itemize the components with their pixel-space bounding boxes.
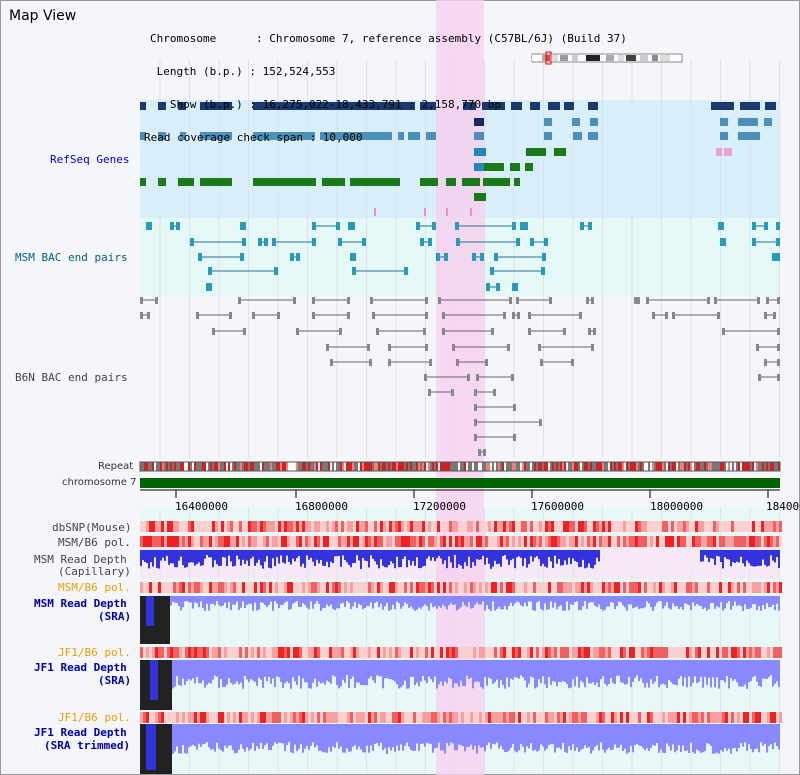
track-label-sra-trimmed: (SRA trimmed): [44, 739, 131, 752]
track-label-msm-depth-cap: MSM Read Depth: [34, 553, 127, 566]
track-label-repeat: Repeat: [98, 461, 134, 472]
axis-tick-label: 18400000: [766, 500, 800, 513]
chromosome-bar: [140, 478, 780, 488]
track-label-jf1-b6-pol-2: JF1/B6 pol.: [58, 711, 131, 724]
axis-tick-label: 17600000: [531, 500, 584, 513]
track-label-msm-depth-sra: MSM Read Depth: [34, 597, 127, 610]
axis-tick-label: 16400000: [175, 500, 228, 513]
track-label-sra: (SRA): [98, 610, 132, 623]
track-label-jf1-depth: JF1 Read Depth: [34, 661, 127, 674]
show-line: Show (b.p.) : 16,275,022-18,433,791 : 2,…: [150, 98, 501, 111]
track-label-sra-2: (SRA): [98, 674, 132, 687]
track-label-msm-b6-pol: MSM/B6 pol.: [58, 536, 131, 549]
track-label-refseq[interactable]: RefSeq Genes: [50, 153, 130, 166]
track-label-msm-bac[interactable]: MSM BAC end pairs: [15, 251, 128, 264]
track-label-dbsnp: dbSNP(Mouse): [52, 521, 132, 534]
chromosome-line: Chromosome : Chromosome 7, reference ass…: [150, 32, 627, 45]
track-label-chromosome: chromosome 7: [62, 477, 137, 488]
axis-tick-label: 18000000: [650, 500, 703, 513]
track-label-jf1-depth-2: JF1 Read Depth: [34, 726, 127, 739]
length-line: Length (b.p.) : 152,524,553: [150, 65, 336, 78]
selection-highlight: [436, 0, 484, 775]
track-label-capillary: (Capillary): [58, 565, 131, 578]
coverage-line: Read coverage check span : 10,000: [144, 131, 363, 144]
axis-tick-label: 17200000: [413, 500, 466, 513]
axis-tick-label: 16800000: [295, 500, 348, 513]
track-label-jf1-b6-pol: JF1/B6 pol.: [58, 646, 131, 659]
track-label-b6n-bac[interactable]: B6N BAC end pairs: [15, 371, 128, 384]
region-info: Chromosome : Chromosome 7, reference ass…: [144, 11, 627, 154]
track-label-msm-b6-pol-2: MSM/B6 pol.: [58, 581, 131, 594]
panel-title: Map View: [9, 8, 77, 24]
